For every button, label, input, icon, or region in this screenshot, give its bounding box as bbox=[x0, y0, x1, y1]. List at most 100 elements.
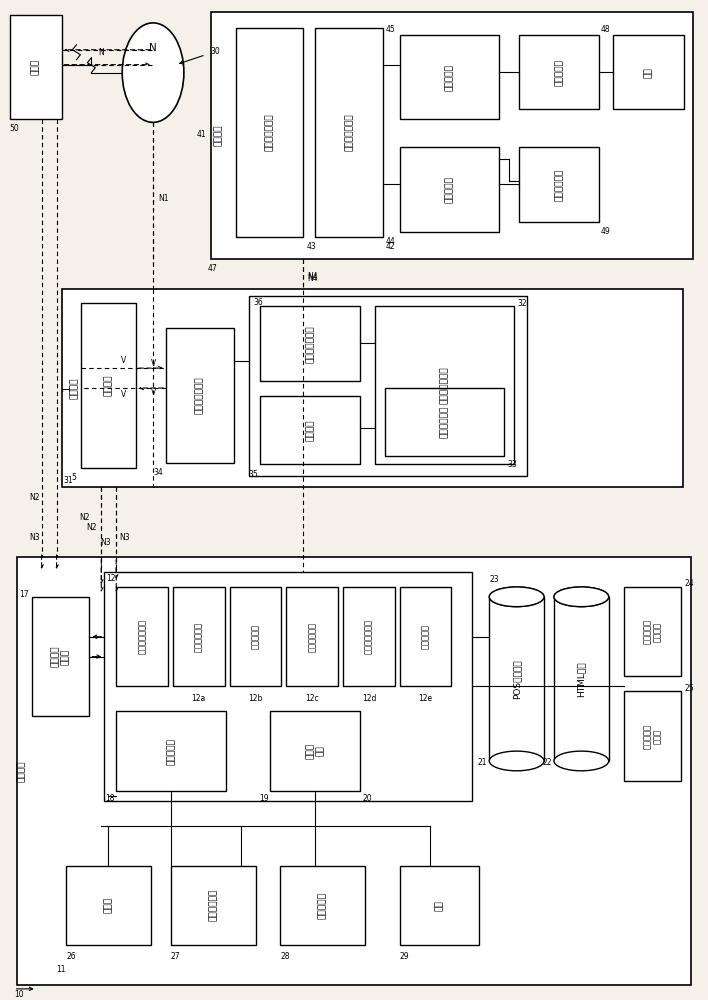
Text: V: V bbox=[152, 359, 156, 368]
Text: 12b: 12b bbox=[249, 694, 263, 703]
Text: 顾客显示器: 顾客显示器 bbox=[554, 59, 564, 86]
Bar bbox=[315, 28, 383, 237]
Text: V: V bbox=[152, 388, 156, 397]
Bar bbox=[400, 147, 499, 232]
Text: N2: N2 bbox=[86, 523, 96, 532]
Bar bbox=[286, 587, 338, 686]
Bar bbox=[519, 147, 599, 222]
Bar bbox=[81, 303, 136, 468]
Text: 23: 23 bbox=[489, 575, 499, 584]
Text: 25: 25 bbox=[685, 684, 694, 693]
Ellipse shape bbox=[122, 23, 184, 122]
Bar bbox=[116, 587, 168, 686]
Text: 28: 28 bbox=[280, 952, 290, 961]
Ellipse shape bbox=[554, 587, 609, 607]
Text: 12c: 12c bbox=[305, 694, 319, 703]
Ellipse shape bbox=[554, 587, 609, 607]
Text: 记录装置控制部: 记录装置控制部 bbox=[345, 114, 353, 151]
Text: 20: 20 bbox=[363, 794, 372, 803]
Text: 12: 12 bbox=[106, 574, 116, 583]
Bar bbox=[375, 306, 514, 464]
Text: 12e: 12e bbox=[418, 694, 433, 703]
Bar bbox=[624, 587, 681, 676]
Text: 平板电脑: 平板电脑 bbox=[70, 377, 79, 399]
Text: N: N bbox=[149, 43, 157, 53]
Text: 17: 17 bbox=[19, 590, 29, 599]
Text: N2: N2 bbox=[79, 513, 89, 522]
Text: N: N bbox=[98, 48, 104, 57]
Ellipse shape bbox=[489, 587, 544, 607]
Bar bbox=[489, 597, 544, 761]
Ellipse shape bbox=[554, 751, 609, 771]
Bar bbox=[62, 289, 683, 487]
Text: V: V bbox=[120, 356, 126, 365]
Text: 顾客显示器: 顾客显示器 bbox=[318, 892, 327, 919]
Ellipse shape bbox=[489, 587, 544, 607]
Text: 26: 26 bbox=[67, 952, 76, 961]
Text: 36: 36 bbox=[253, 298, 263, 307]
Text: 24: 24 bbox=[685, 579, 694, 588]
Text: N3: N3 bbox=[29, 533, 40, 542]
Bar bbox=[343, 587, 395, 686]
Text: N1: N1 bbox=[158, 194, 169, 203]
Bar bbox=[104, 572, 472, 801]
Text: N3: N3 bbox=[101, 538, 111, 547]
Bar bbox=[171, 866, 256, 945]
Bar bbox=[229, 587, 281, 686]
Text: 服务器: 服务器 bbox=[31, 59, 40, 75]
Text: 43: 43 bbox=[307, 242, 316, 251]
Text: 12a: 12a bbox=[192, 694, 206, 703]
Text: 47: 47 bbox=[207, 264, 217, 273]
Text: 打印机
単元: 打印机 単元 bbox=[305, 743, 325, 759]
Bar bbox=[400, 35, 499, 119]
Bar bbox=[173, 587, 224, 686]
Text: 48: 48 bbox=[600, 25, 610, 34]
Text: 処理装置側
販売数据: 処理装置側 販売数据 bbox=[643, 619, 662, 644]
Text: 设备连接部: 设备连接部 bbox=[166, 738, 176, 765]
Ellipse shape bbox=[489, 587, 544, 607]
Text: 条形码扫描器: 条形码扫描器 bbox=[209, 889, 218, 921]
Text: 处理装置
通信部: 处理装置 通信部 bbox=[51, 646, 70, 667]
Text: 钱箱: 钱箱 bbox=[435, 900, 444, 911]
Bar bbox=[249, 296, 527, 476]
Text: 浏览器执行部: 浏览器执行部 bbox=[440, 406, 449, 438]
Text: 44: 44 bbox=[386, 237, 396, 246]
Bar bbox=[116, 711, 226, 791]
Text: 平板电脑控制部: 平板电脑控制部 bbox=[440, 366, 449, 404]
Text: 31: 31 bbox=[64, 476, 73, 485]
Bar bbox=[67, 866, 151, 945]
Text: 处理装置控制部: 处理装置控制部 bbox=[137, 619, 147, 654]
Bar bbox=[17, 557, 691, 985]
Text: 平板电脑存储部: 平板电脑存储部 bbox=[306, 325, 315, 363]
Text: N4: N4 bbox=[307, 272, 318, 281]
Text: 12d: 12d bbox=[362, 694, 376, 703]
Text: 処理装置側
主数据: 処理装置側 主数据 bbox=[643, 724, 662, 749]
Text: N4: N4 bbox=[307, 274, 318, 283]
Ellipse shape bbox=[554, 587, 609, 607]
Text: 处理装置: 处理装置 bbox=[17, 760, 26, 782]
Text: HTML文件: HTML文件 bbox=[577, 661, 586, 697]
Text: 45: 45 bbox=[386, 25, 396, 34]
Bar bbox=[519, 35, 599, 109]
Bar bbox=[166, 328, 234, 463]
Text: 27: 27 bbox=[171, 952, 181, 961]
Bar bbox=[261, 306, 360, 381]
Text: 设备控制部: 设备控制部 bbox=[251, 624, 260, 649]
Text: 49: 49 bbox=[600, 227, 610, 236]
Text: 打印机控制部: 打印机控制部 bbox=[308, 622, 316, 652]
Text: N3: N3 bbox=[119, 533, 130, 542]
Text: 50: 50 bbox=[10, 124, 20, 133]
Text: 21: 21 bbox=[478, 758, 487, 767]
Bar bbox=[400, 587, 452, 686]
Text: N2: N2 bbox=[29, 493, 40, 502]
Ellipse shape bbox=[489, 751, 544, 771]
Bar bbox=[270, 711, 360, 791]
Text: 30: 30 bbox=[211, 47, 220, 56]
Text: 应用程序执行部: 应用程序执行部 bbox=[365, 619, 373, 654]
Text: 11: 11 bbox=[57, 965, 66, 974]
Bar bbox=[400, 866, 479, 945]
Text: 42: 42 bbox=[386, 242, 396, 251]
Text: 浏览器执行部: 浏览器执行部 bbox=[194, 622, 203, 652]
Text: V: V bbox=[120, 390, 126, 399]
Bar bbox=[236, 28, 303, 237]
